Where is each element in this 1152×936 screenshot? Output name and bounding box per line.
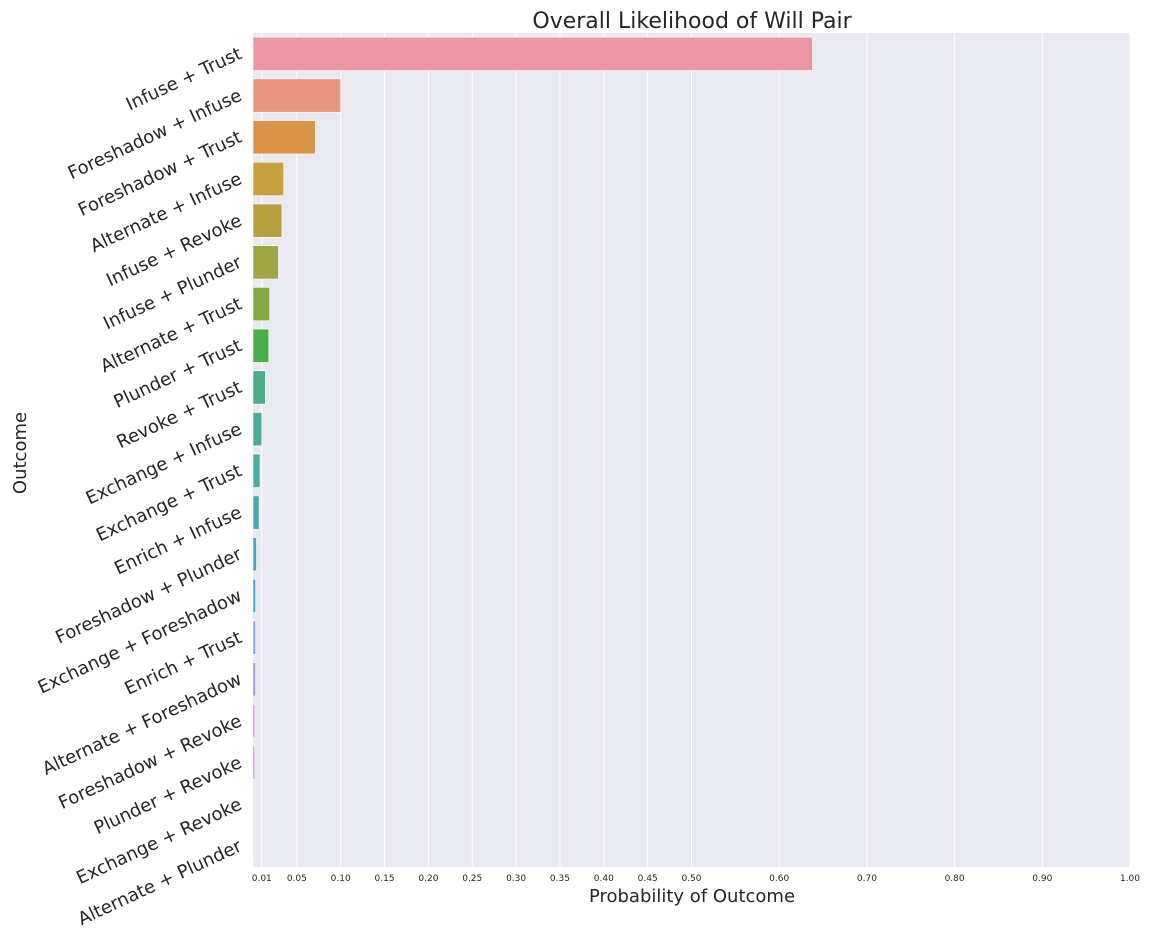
bar: [252, 453, 261, 488]
x-tick-label: 0.45: [638, 874, 658, 884]
x-tick-label: 0.35: [550, 874, 570, 884]
bar: [252, 245, 279, 280]
x-tick-label: 0.10: [331, 874, 351, 884]
bar: [252, 620, 256, 655]
bar: [252, 787, 255, 822]
bar: [252, 412, 263, 447]
x-tick-label: 0.50: [681, 874, 701, 884]
x-tick-label: 0.90: [1032, 874, 1052, 884]
x-tick-label: 0.20: [418, 874, 438, 884]
grid-lines: [261, 33, 1131, 867]
bars: [252, 36, 813, 864]
bar: [252, 537, 257, 572]
y-axis-label: Outcome: [10, 412, 31, 494]
x-tick-label: 0.15: [375, 874, 395, 884]
x-tick-label: 0.30: [506, 874, 526, 884]
bar: [252, 328, 270, 363]
x-tick-labels: 0.01 0.05 0.10 0.15 0.20 0.25 0.30 0.35 0.40 0.45…: [252, 874, 1141, 884]
bar: [252, 120, 316, 155]
x-tick-label: 1.00: [1120, 874, 1140, 884]
bar: [252, 704, 256, 739]
x-tick-label: 0.60: [769, 874, 789, 884]
bar: [252, 495, 260, 530]
bar: [252, 829, 255, 864]
bar: [252, 203, 283, 238]
bar: [252, 36, 813, 71]
x-tick-label: 0.70: [857, 874, 877, 884]
bar: [252, 662, 256, 697]
x-tick-label: 0.01: [252, 874, 272, 884]
x-tick-label: 0.25: [462, 874, 482, 884]
bar: [252, 161, 284, 196]
x-axis-label: Probability of Outcome: [589, 886, 795, 907]
bar: [252, 745, 256, 780]
x-tick-label: 0.80: [945, 874, 965, 884]
bar: [252, 370, 266, 405]
chart-title: Overall Likelihood of Will Pair: [532, 9, 852, 34]
bar: [252, 578, 256, 613]
x-tick-label: 0.40: [594, 874, 614, 884]
bar: [252, 78, 341, 113]
bar: [252, 287, 270, 322]
x-tick-label: 0.05: [287, 874, 307, 884]
